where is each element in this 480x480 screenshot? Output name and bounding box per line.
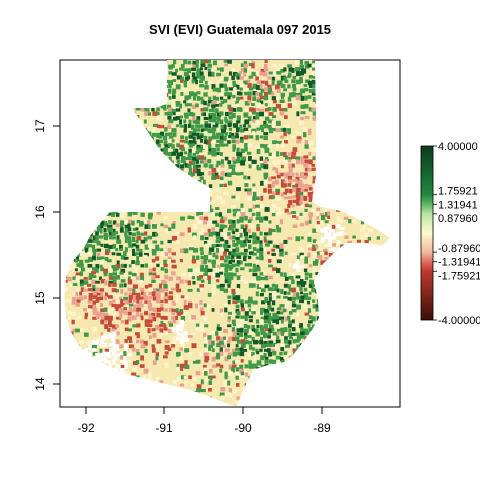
x-tick-label: -92 — [77, 421, 95, 435]
legend-label: 0.87960 — [438, 213, 478, 225]
x-tick-label: -89 — [313, 421, 331, 435]
y-tick-label: 15 — [33, 291, 47, 305]
legend-label: -1.75921 — [438, 270, 480, 282]
y-tick-label: 14 — [33, 377, 47, 391]
x-tick-label: -91 — [155, 421, 173, 435]
legend-label: -0.87960 — [438, 243, 480, 255]
y-tick-label: 17 — [33, 119, 47, 133]
legend-label: 1.31941 — [438, 199, 478, 211]
x-tick-label: -90 — [234, 421, 252, 435]
legend-label: -4.00000 — [438, 315, 480, 327]
legend-label: 4.00000 — [438, 141, 478, 153]
x-axis: -92 -91 -90 -89 — [77, 406, 331, 435]
legend-colorbar — [420, 145, 434, 321]
legend-label: 1.75921 — [438, 186, 478, 198]
y-tick-label: 16 — [33, 205, 47, 219]
map-title: SVI (EVI) Guatemala 097 2015 — [148, 22, 332, 37]
legend-label: -1.31941 — [438, 257, 480, 269]
y-axis: 14 15 16 17 — [33, 119, 61, 391]
evi-raster — [64, 60, 390, 407]
